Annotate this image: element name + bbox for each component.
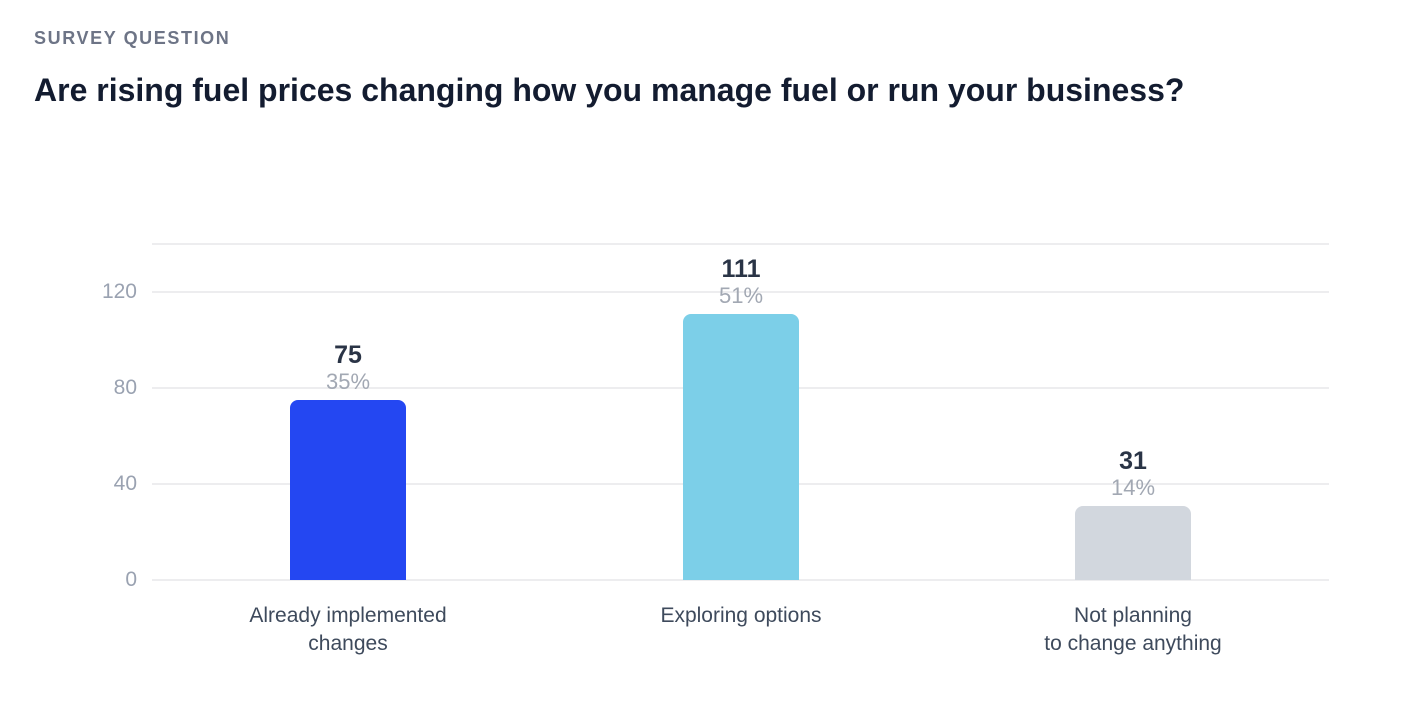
gridline bbox=[152, 291, 1329, 293]
bar-value-label: 75 bbox=[334, 341, 362, 369]
bar-value-labels: 75 35% bbox=[248, 341, 448, 395]
bar-value-label: 31 bbox=[1119, 447, 1147, 475]
bar bbox=[683, 313, 799, 580]
bar-value-labels: 111 51% bbox=[641, 255, 841, 309]
y-axis-tick-label: 0 bbox=[125, 568, 137, 591]
x-axis-category-label: Not planning to change anything bbox=[1044, 604, 1222, 655]
bar-percent-label: 51% bbox=[718, 283, 764, 308]
y-axis-tick-label: 80 bbox=[113, 376, 137, 399]
y-axis-tick-label: 40 bbox=[113, 472, 137, 495]
gridline bbox=[152, 579, 1329, 581]
y-axis-tick-label: 120 bbox=[101, 280, 137, 303]
bar-percent-label: 14% bbox=[1110, 475, 1156, 500]
survey-question-eyebrow: SURVEY QUESTION bbox=[34, 28, 231, 48]
x-axis-category-label: Already implemented changes bbox=[249, 604, 447, 655]
bar-value-label: 111 bbox=[721, 255, 761, 283]
bar-value-labels: 31 14% bbox=[1033, 447, 1233, 501]
bar bbox=[290, 400, 406, 580]
bar bbox=[1075, 505, 1191, 580]
page-title: Are rising fuel prices changing how you … bbox=[34, 72, 1185, 108]
bar-percent-label: 35% bbox=[325, 369, 371, 394]
x-axis-category-label: Exploring options bbox=[660, 604, 822, 627]
gridline bbox=[152, 243, 1329, 245]
